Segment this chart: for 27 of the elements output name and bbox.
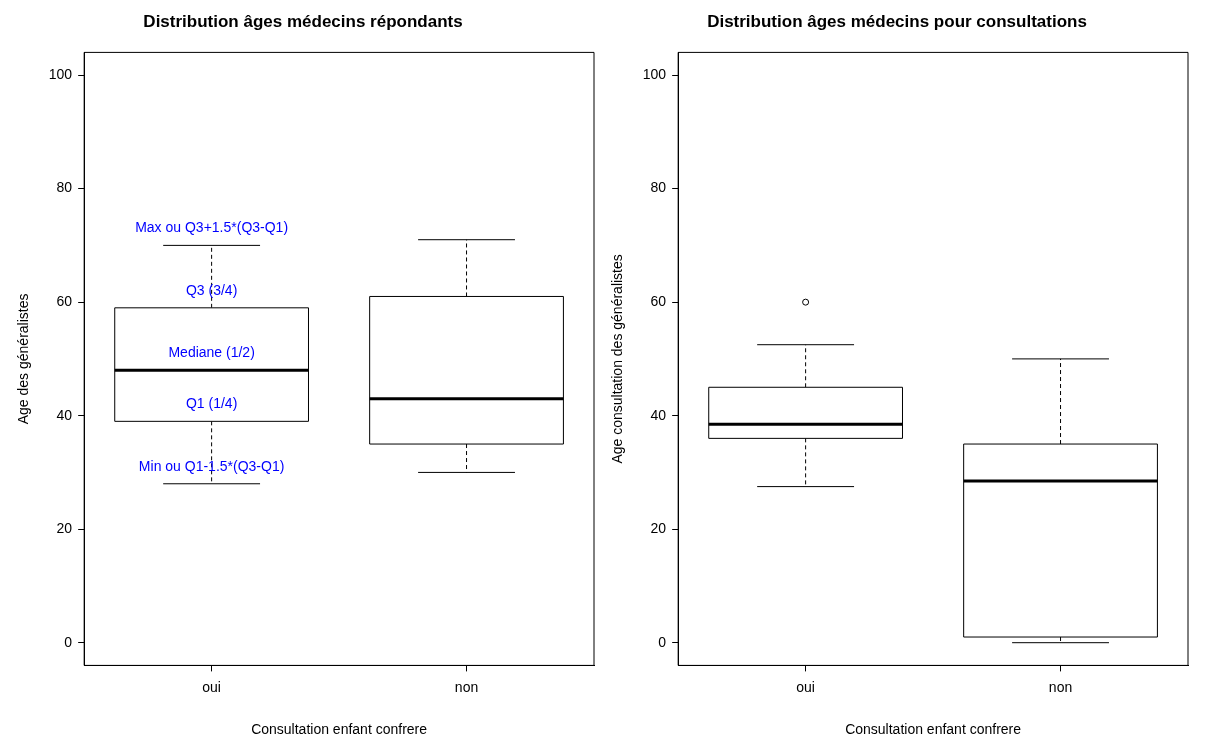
chart-title: Distribution âges médecins pour consultations (707, 11, 1087, 31)
y-tick-label: 40 (56, 406, 73, 423)
y-tick-label: 20 (650, 520, 667, 537)
x-tick-label: oui (202, 678, 221, 695)
y-tick-label: 80 (56, 179, 73, 196)
x-tick-label: oui (796, 678, 815, 695)
chart-title: Distribution âges médecins répondants (143, 11, 463, 31)
y-tick-label: 40 (650, 406, 667, 423)
y-tick-label: 20 (56, 520, 73, 537)
y-tick-label: 60 (56, 293, 73, 309)
annotation: Max ou Q3+1.5*(Q3-Q1) (135, 219, 289, 236)
x-tick-label: non (454, 678, 479, 695)
x-tick-label: non (1048, 678, 1073, 695)
x-axis-title: Consultation enfant confrere (845, 721, 1022, 738)
y-tick-label: 80 (650, 179, 667, 196)
y-tick-label: 0 (64, 633, 73, 650)
y-tick-label: 60 (650, 293, 667, 309)
annotation: Q3 (3/4) (185, 281, 238, 298)
annotation: Mediane (1/2) (168, 344, 255, 361)
y-axis-title: Age consultation des généralistes (609, 254, 626, 464)
x-axis-title: Consultation enfant confrere (251, 721, 428, 738)
y-tick-label: 100 (48, 65, 73, 82)
annotation: Q1 (1/4) (185, 395, 238, 412)
y-tick-label: 100 (642, 65, 667, 82)
y-axis-title: Age des généralistes (15, 293, 32, 425)
y-tick-label: 0 (658, 633, 667, 650)
annotation: Min ou Q1-1.5*(Q3-Q1) (138, 457, 285, 474)
